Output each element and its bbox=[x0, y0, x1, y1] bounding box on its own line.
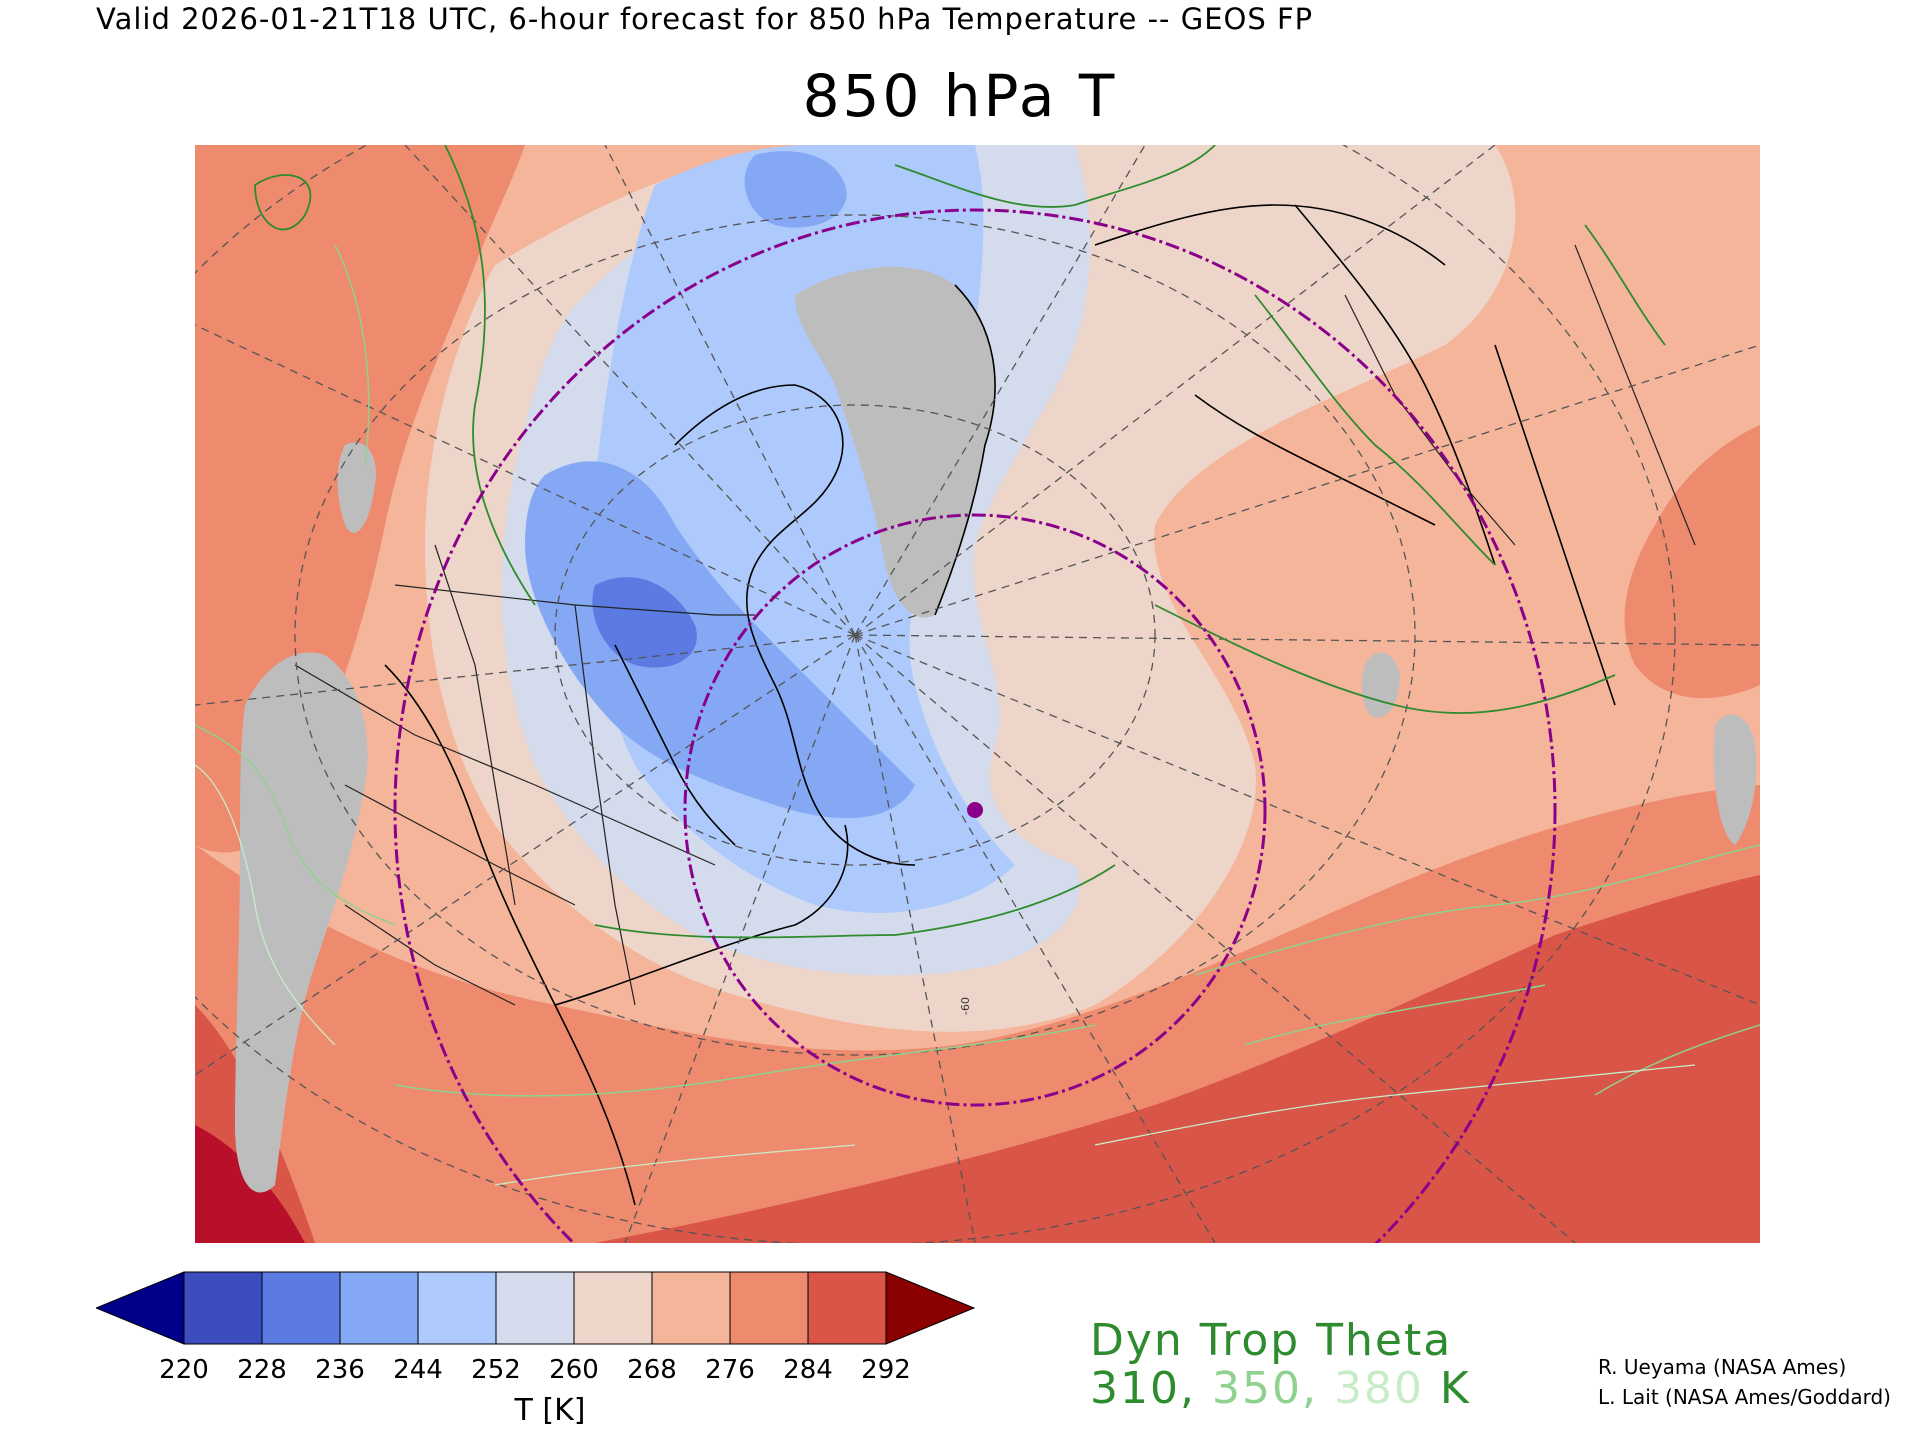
meridian-label: -60 bbox=[959, 997, 972, 1015]
colorbar-unit-label: T [K] bbox=[514, 1393, 586, 1428]
colorbar-tick-label: 284 bbox=[783, 1355, 833, 1380]
greenland-land bbox=[795, 266, 995, 618]
graticule bbox=[195, 145, 1760, 1243]
colorbar-tick-label: 228 bbox=[237, 1355, 287, 1380]
colorbar-tick-label: 292 bbox=[861, 1355, 911, 1380]
station-marker[interactable] bbox=[967, 802, 983, 818]
credit-line-2: L. Lait (NASA Ames/Goddard) bbox=[1598, 1385, 1891, 1409]
colorbar-segment-2 bbox=[339, 1271, 419, 1345]
ural-land bbox=[1713, 714, 1757, 845]
colorbar: 220 228 236 244 252 260 268 276 284 292 bbox=[96, 1271, 976, 1380]
field-236 bbox=[592, 577, 697, 668]
colorbar-tick-label: 252 bbox=[471, 1355, 521, 1380]
tropopause-350-contours bbox=[195, 244, 1760, 1097]
coastlines bbox=[384, 204, 1616, 1206]
colorbar-tick-label: 268 bbox=[627, 1355, 677, 1380]
tropopause-separator-1: , bbox=[1179, 1363, 1212, 1414]
tropopause-value-310: 310 bbox=[1090, 1363, 1180, 1414]
colorbar-segments bbox=[96, 1271, 976, 1345]
tropopause-value-380: 380 bbox=[1333, 1363, 1424, 1414]
colorbar-low-extend bbox=[96, 1271, 185, 1345]
credit-line-1: R. Ueyama (NASA Ames) bbox=[1598, 1355, 1847, 1379]
colorbar-segment-1 bbox=[261, 1271, 341, 1345]
map-title: 850 hPa T bbox=[802, 62, 1118, 130]
valid-time-header: Valid 2026-01-21T18 UTC, 6-hour forecast… bbox=[96, 2, 1314, 36]
rockies-north bbox=[337, 442, 376, 533]
field-292-south bbox=[595, 875, 1760, 1243]
colorbar-segment-5 bbox=[573, 1271, 653, 1345]
colorbar-segment-0 bbox=[183, 1271, 263, 1345]
colorbar-ticks: 220 228 236 244 252 260 268 276 284 292 bbox=[159, 1355, 911, 1380]
field-244 bbox=[525, 461, 915, 819]
tropopause-legend-values: 310, 350, 380 K bbox=[1090, 1363, 1471, 1414]
colorbar-tick-label: 276 bbox=[705, 1355, 755, 1380]
field-244-top bbox=[744, 151, 847, 228]
central-asia-land bbox=[1361, 652, 1400, 718]
colorbar-segment-7 bbox=[729, 1271, 809, 1345]
colorbar-tick-label: 220 bbox=[159, 1355, 209, 1380]
tropopause-380-contours bbox=[195, 764, 1696, 1186]
tropopause-value-350: 350 bbox=[1211, 1363, 1302, 1414]
colorbar-high-extend bbox=[885, 1271, 976, 1345]
colorbar-segment-8 bbox=[807, 1271, 887, 1345]
tropopause-unit: K bbox=[1439, 1363, 1471, 1414]
tropopause-310-contours bbox=[254, 145, 1666, 939]
colorbar-segment-4 bbox=[495, 1271, 575, 1345]
colorbar-tick-label: 260 bbox=[549, 1355, 599, 1380]
political-borders bbox=[294, 244, 1696, 1006]
colorbar-segment-3 bbox=[417, 1271, 497, 1345]
colorbar-tick-label: 236 bbox=[315, 1355, 365, 1380]
tropopause-legend-title: Dyn Trop Theta bbox=[1090, 1315, 1453, 1366]
range-rings bbox=[393, 208, 1557, 1243]
tropopause-separator-2: , bbox=[1301, 1363, 1334, 1414]
colorbar-tick-label: 244 bbox=[393, 1355, 443, 1380]
temperature-map: -60 bbox=[195, 145, 1760, 1243]
field-284-east bbox=[1624, 425, 1760, 699]
colorbar-segment-6 bbox=[651, 1271, 731, 1345]
